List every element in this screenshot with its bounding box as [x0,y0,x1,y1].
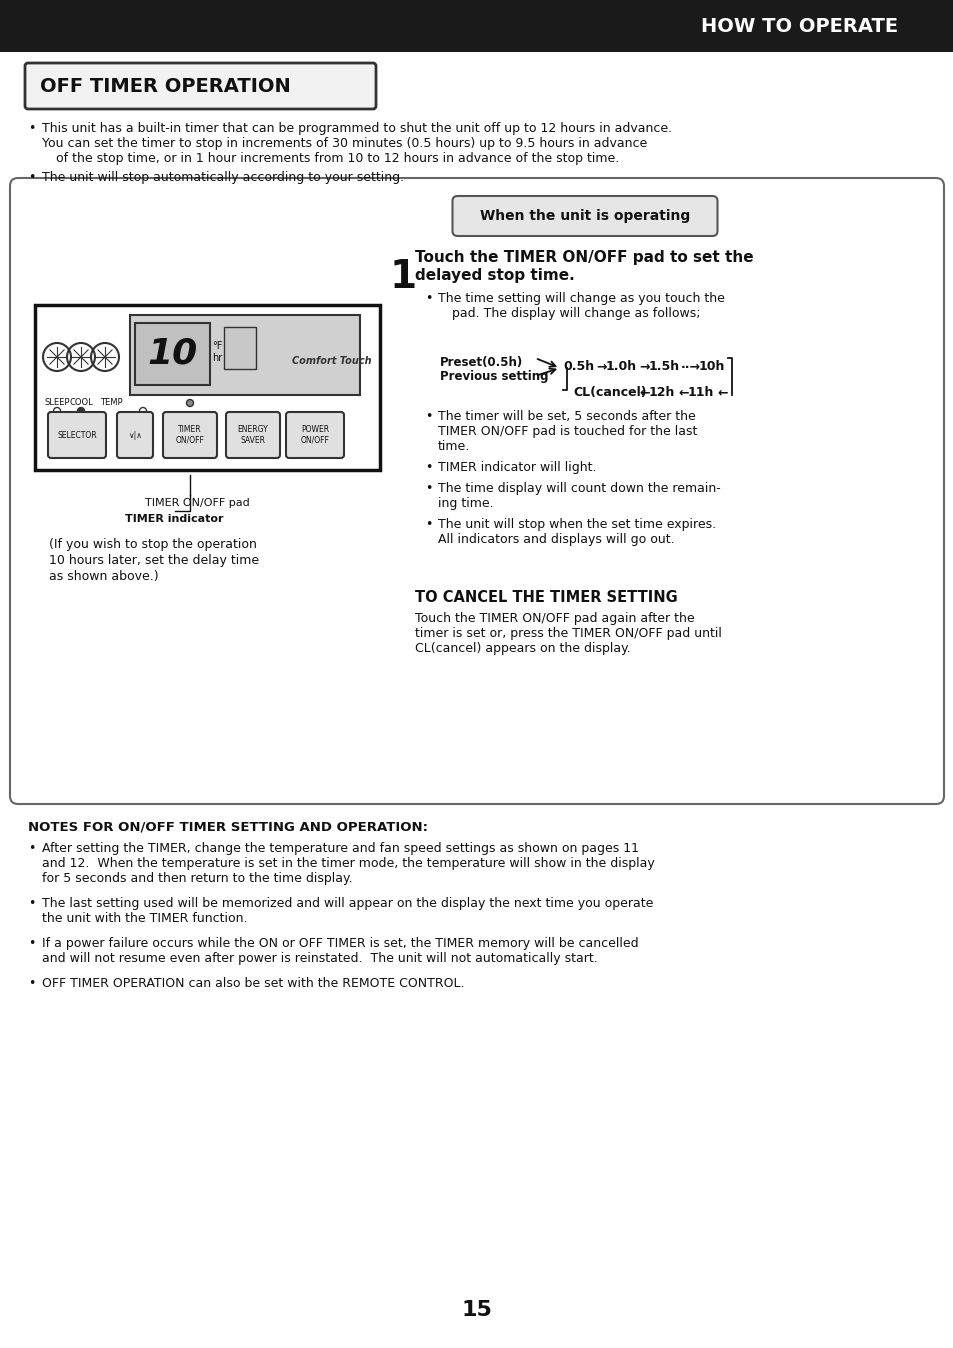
Text: The unit will stop when the set time expires.: The unit will stop when the set time exp… [437,518,716,531]
Text: the unit with the TIMER function.: the unit with the TIMER function. [42,913,247,925]
Text: OFF TIMER OPERATION can also be set with the REMOTE CONTROL.: OFF TIMER OPERATION can also be set with… [42,977,464,989]
Text: TIMER indicator: TIMER indicator [125,514,223,524]
Text: NOTES FOR ON/OFF TIMER SETTING AND OPERATION:: NOTES FOR ON/OFF TIMER SETTING AND OPERA… [28,820,428,833]
FancyBboxPatch shape [0,0,953,53]
Text: 15: 15 [461,1299,492,1320]
Text: •: • [28,896,35,910]
Text: →: → [639,360,649,373]
Text: The time display will count down the remain-: The time display will count down the rem… [437,483,720,495]
Text: as shown above.): as shown above.) [49,570,158,582]
Text: COOL: COOL [69,398,92,407]
FancyBboxPatch shape [452,195,717,236]
Text: ←: ← [678,386,688,399]
Text: TO CANCEL THE TIMER SETTING: TO CANCEL THE TIMER SETTING [415,590,677,605]
Text: When the unit is operating: When the unit is operating [479,209,689,222]
Text: The unit will stop automatically according to your setting.: The unit will stop automatically accordi… [42,171,404,183]
Text: delayed stop time.: delayed stop time. [415,268,574,283]
Bar [130,315,359,395]
Text: OFF TIMER OPERATION: OFF TIMER OPERATION [40,77,291,96]
Text: pad. The display will change as follows;: pad. The display will change as follows; [452,307,700,319]
Text: •: • [424,410,432,423]
Text: Preset(0.5h): Preset(0.5h) [439,356,522,369]
Text: SELECTOR: SELECTOR [57,430,96,439]
Text: HOW TO OPERATE: HOW TO OPERATE [700,16,898,35]
Text: 12h: 12h [648,386,675,399]
Text: TIMER indicator will light.: TIMER indicator will light. [437,461,596,474]
Text: →: → [596,360,606,373]
Text: •: • [424,293,432,305]
FancyBboxPatch shape [25,63,375,109]
Text: ←: ← [717,386,727,399]
Text: You can set the timer to stop in increments of 30 minutes (0.5 hours) up to 9.5 : You can set the timer to stop in increme… [42,137,646,150]
Text: TIMER ON/OFF pad: TIMER ON/OFF pad [145,497,250,508]
Text: hr: hr [212,353,222,363]
Text: •: • [424,461,432,474]
Text: SLEEP: SLEEP [44,398,70,407]
Text: 10: 10 [147,337,197,371]
Text: Touch the TIMER ON/OFF pad to set the: Touch the TIMER ON/OFF pad to set the [415,249,753,266]
FancyBboxPatch shape [226,412,280,458]
Text: The time setting will change as you touch the: The time setting will change as you touc… [437,293,724,305]
Text: The timer will be set, 5 seconds after the: The timer will be set, 5 seconds after t… [437,410,695,423]
Bar [135,324,210,386]
Bar [0,0,499,53]
Text: •: • [28,123,35,135]
Text: TIMER ON/OFF pad is touched for the last: TIMER ON/OFF pad is touched for the last [437,425,697,438]
Text: time.: time. [437,439,470,453]
Text: This unit has a built-in timer that can be programmed to shut the unit off up to: This unit has a built-in timer that can … [42,123,672,135]
Text: 0.5h: 0.5h [562,360,594,373]
Bar [224,328,255,369]
Text: (If you wish to stop the operation: (If you wish to stop the operation [49,538,256,551]
Text: ··→: ··→ [680,360,700,373]
FancyBboxPatch shape [286,412,344,458]
Text: 1: 1 [390,257,416,297]
FancyBboxPatch shape [163,412,216,458]
Text: ←: ← [639,386,649,399]
Text: •: • [28,937,35,950]
Text: 1.5h: 1.5h [648,360,679,373]
Text: If a power failure occurs while the ON or OFF TIMER is set, the TIMER memory wil: If a power failure occurs while the ON o… [42,937,638,950]
Text: 10h: 10h [699,360,724,373]
FancyBboxPatch shape [48,412,106,458]
Text: ENERGY
SAVER: ENERGY SAVER [237,426,268,445]
Text: ing time.: ing time. [437,497,493,510]
FancyBboxPatch shape [117,412,152,458]
Circle shape [186,399,193,407]
Text: •: • [28,977,35,989]
Text: 11h: 11h [687,386,714,399]
Text: Touch the TIMER ON/OFF pad again after the: Touch the TIMER ON/OFF pad again after t… [415,612,694,625]
Text: •: • [424,518,432,531]
Text: •: • [28,171,35,183]
Circle shape [53,407,60,414]
Circle shape [139,407,147,414]
Text: 1.0h: 1.0h [605,360,637,373]
Text: CL(cancel) appears on the display.: CL(cancel) appears on the display. [415,642,630,655]
Text: POWER
ON/OFF: POWER ON/OFF [300,426,329,445]
FancyBboxPatch shape [10,178,943,803]
Text: CL(cancel): CL(cancel) [573,386,646,399]
Text: and will not resume even after power is reinstated.  The unit will not automatic: and will not resume even after power is … [42,952,598,965]
Bar [35,305,379,470]
Text: •: • [424,483,432,495]
Bar [0,0,953,53]
Text: •: • [28,842,35,855]
Text: All indicators and displays will go out.: All indicators and displays will go out. [437,532,674,546]
Text: Comfort Touch: Comfort Touch [292,356,372,367]
Text: of the stop time, or in 1 hour increments from 10 to 12 hours in advance of the : of the stop time, or in 1 hour increment… [56,152,618,164]
Text: and 12.  When the temperature is set in the timer mode, the temperature will sho: and 12. When the temperature is set in t… [42,857,654,869]
Text: 10 hours later, set the delay time: 10 hours later, set the delay time [49,554,259,568]
Text: timer is set or, press the TIMER ON/OFF pad until: timer is set or, press the TIMER ON/OFF … [415,627,721,640]
Text: TIMER
ON/OFF: TIMER ON/OFF [175,426,204,445]
Text: After setting the TIMER, change the temperature and fan speed settings as shown : After setting the TIMER, change the temp… [42,842,639,855]
Circle shape [77,407,85,414]
Text: ∨|∧: ∨|∧ [128,430,142,439]
Text: Previous setting: Previous setting [439,369,548,383]
Text: TEMP: TEMP [99,398,122,407]
Text: for 5 seconds and then return to the time display.: for 5 seconds and then return to the tim… [42,872,353,886]
Text: °F: °F [212,341,222,350]
Text: The last setting used will be memorized and will appear on the display the next : The last setting used will be memorized … [42,896,653,910]
